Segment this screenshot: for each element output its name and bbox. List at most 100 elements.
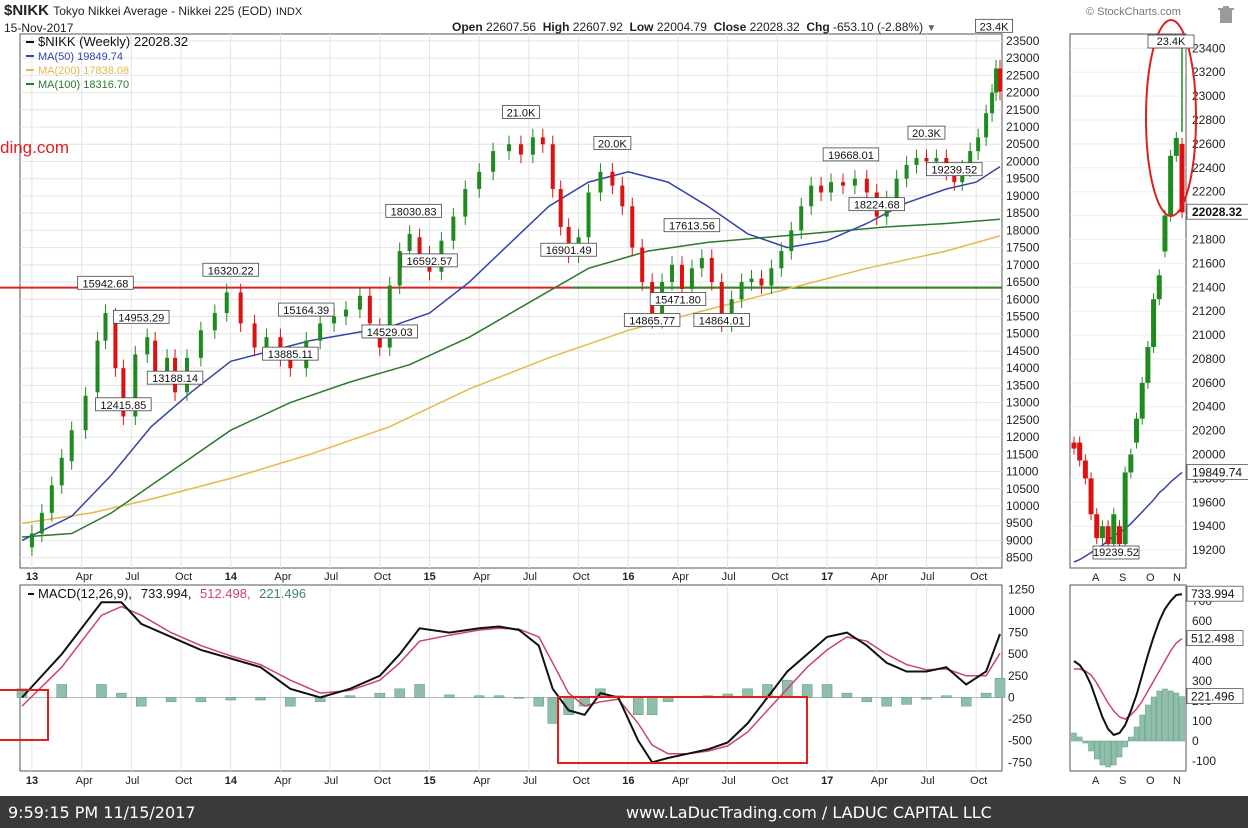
zoom-y-tick-label: 22600	[1192, 137, 1226, 151]
candle-body	[198, 330, 203, 358]
price-callout-label: 18224.68	[854, 200, 900, 212]
price-callout-label: 16592.57	[407, 256, 453, 268]
candle-body	[264, 337, 269, 348]
candle-body	[934, 158, 939, 162]
price-callout-box	[907, 125, 946, 140]
zoom-macd-y-tick-label: 400	[1192, 654, 1212, 668]
candle-body	[598, 171, 603, 193]
main-panel	[19, 33, 1003, 569]
macd-histogram-bar	[473, 695, 485, 698]
zoom-y-tick-label: 21800	[1192, 232, 1226, 246]
macd-x-tick-label: Apr	[871, 775, 888, 787]
candle-body	[288, 357, 293, 369]
candle-body	[344, 309, 349, 317]
price-callout-label: 14953.29	[118, 312, 164, 324]
ohlc-dropdown-icon[interactable]: ▼	[926, 23, 937, 34]
macd-histogram-bar	[56, 684, 67, 698]
zoom-macd-histogram-bar	[1071, 732, 1077, 742]
candle-body	[133, 354, 138, 417]
zoom-y-tick-label: 20600	[1192, 376, 1226, 390]
zoom-candle-body	[1151, 299, 1157, 347]
legend-label: $NIKK (Weekly) 22028.32	[38, 34, 188, 49]
zoom-y-tick-label: 19400	[1192, 519, 1226, 533]
price-callout-label: 13188.14	[152, 373, 198, 385]
zoom-panel	[1069, 33, 1187, 569]
zoom-y-tick-label: 20800	[1192, 352, 1226, 366]
macd-y-tick-label: 250	[1008, 669, 1028, 683]
macd-legend-label: MACD(12,26,9),	[38, 586, 132, 601]
zoom-y-tick-label: 20400	[1192, 400, 1226, 414]
zoom-macd-histogram-bar	[1162, 688, 1168, 742]
macd-x-tick-label: Apr	[274, 775, 291, 787]
candle-body	[83, 395, 88, 431]
main-y-tick-label: 19000	[1006, 189, 1040, 203]
macd-histogram-bar	[632, 697, 644, 716]
zoom-macd-histogram-bar	[1145, 704, 1151, 742]
zoom-price-label-box	[1186, 203, 1248, 220]
ohlc-readout: Open 22607.56 High 22607.92 Low 22004.79…	[452, 20, 936, 34]
candle-body	[952, 171, 957, 183]
high-value: 22607.92	[572, 20, 623, 34]
main-y-tick-label: 19500	[1006, 172, 1040, 186]
footer-timestamp: 9:59:15 PM 11/15/2017	[8, 803, 196, 822]
price-callout-box	[385, 203, 442, 218]
zoom-candle-body	[1122, 472, 1128, 545]
main-x-tick-label: Apr	[473, 571, 490, 583]
macd-histogram-bar	[344, 695, 356, 698]
main-y-tick-label: 9000	[1006, 533, 1033, 547]
zoom-candle-body	[1099, 526, 1105, 539]
candle-body	[990, 92, 995, 114]
annotation-box-macd-trough	[557, 696, 808, 764]
candle-body	[699, 257, 704, 269]
main-x-tick-label: Jul	[523, 571, 537, 583]
candle-body	[976, 137, 981, 152]
zoom-candle-body	[1162, 215, 1168, 252]
macd-histogram-bar	[881, 697, 892, 707]
zoom-y-tick-label: 23200	[1192, 65, 1226, 79]
candle-body	[252, 323, 257, 348]
trash-icon[interactable]	[1218, 6, 1234, 24]
price-callout-box	[95, 397, 152, 412]
macd-x-tick-label: 13	[26, 775, 38, 787]
macd-histogram-bar	[96, 684, 107, 698]
macd-histogram-bar	[533, 697, 545, 707]
candle-body	[357, 295, 362, 310]
macd-histogram-bar	[195, 697, 207, 703]
zoom-candle-body	[1173, 137, 1179, 156]
candle-body	[477, 171, 482, 190]
candle-body	[69, 430, 74, 462]
macd-x-tick-label: Oct	[970, 775, 987, 787]
zoom-y-tick-label: 19600	[1192, 495, 1226, 509]
zoom-candle-body	[1128, 454, 1134, 473]
macd-x-tick-label: 16	[622, 775, 634, 787]
legend-label: MA(200) 17838.08	[38, 65, 129, 77]
zoom-y-tick-label: 22200	[1192, 185, 1226, 199]
macd-histogram-bar	[646, 697, 658, 716]
macd-x-tick-label: Apr	[473, 775, 490, 787]
candle-body	[29, 533, 34, 548]
candle-body	[829, 182, 834, 193]
main-x-tick-label: Oct	[970, 571, 987, 583]
zoom-macd-histogram-bar	[1122, 740, 1128, 748]
price-callout-box	[623, 312, 681, 327]
price-callout-label: 18030.83	[391, 206, 437, 218]
main-x-tick-label: 14	[225, 571, 238, 583]
close-value: 22028.32	[749, 20, 800, 34]
price-callout-box	[649, 292, 707, 306]
main-y-tick-label: 12500	[1006, 413, 1040, 427]
zoom-macd-histogram-bar	[1116, 740, 1123, 758]
macd-y-tick-label: 1000	[1008, 604, 1035, 618]
main-y-tick-label: 20500	[1006, 137, 1040, 151]
zoom-candle-body	[1082, 460, 1088, 479]
macd-y-tick-label: 500	[1008, 647, 1028, 661]
price-callout-box	[361, 324, 418, 339]
zoom-macd-value-label: 733.994	[1191, 587, 1235, 601]
candle-body	[894, 178, 899, 200]
candle-body	[121, 368, 126, 417]
zoom-macd-y-tick-label: -100	[1192, 754, 1216, 768]
main-x-tick-label: 15	[423, 571, 435, 583]
macd-panel	[19, 584, 1003, 772]
zoom-x-tick-label: N	[1173, 572, 1181, 584]
macd-x-tick-label: Jul	[920, 775, 934, 787]
macd-histogram-bar	[285, 697, 296, 707]
